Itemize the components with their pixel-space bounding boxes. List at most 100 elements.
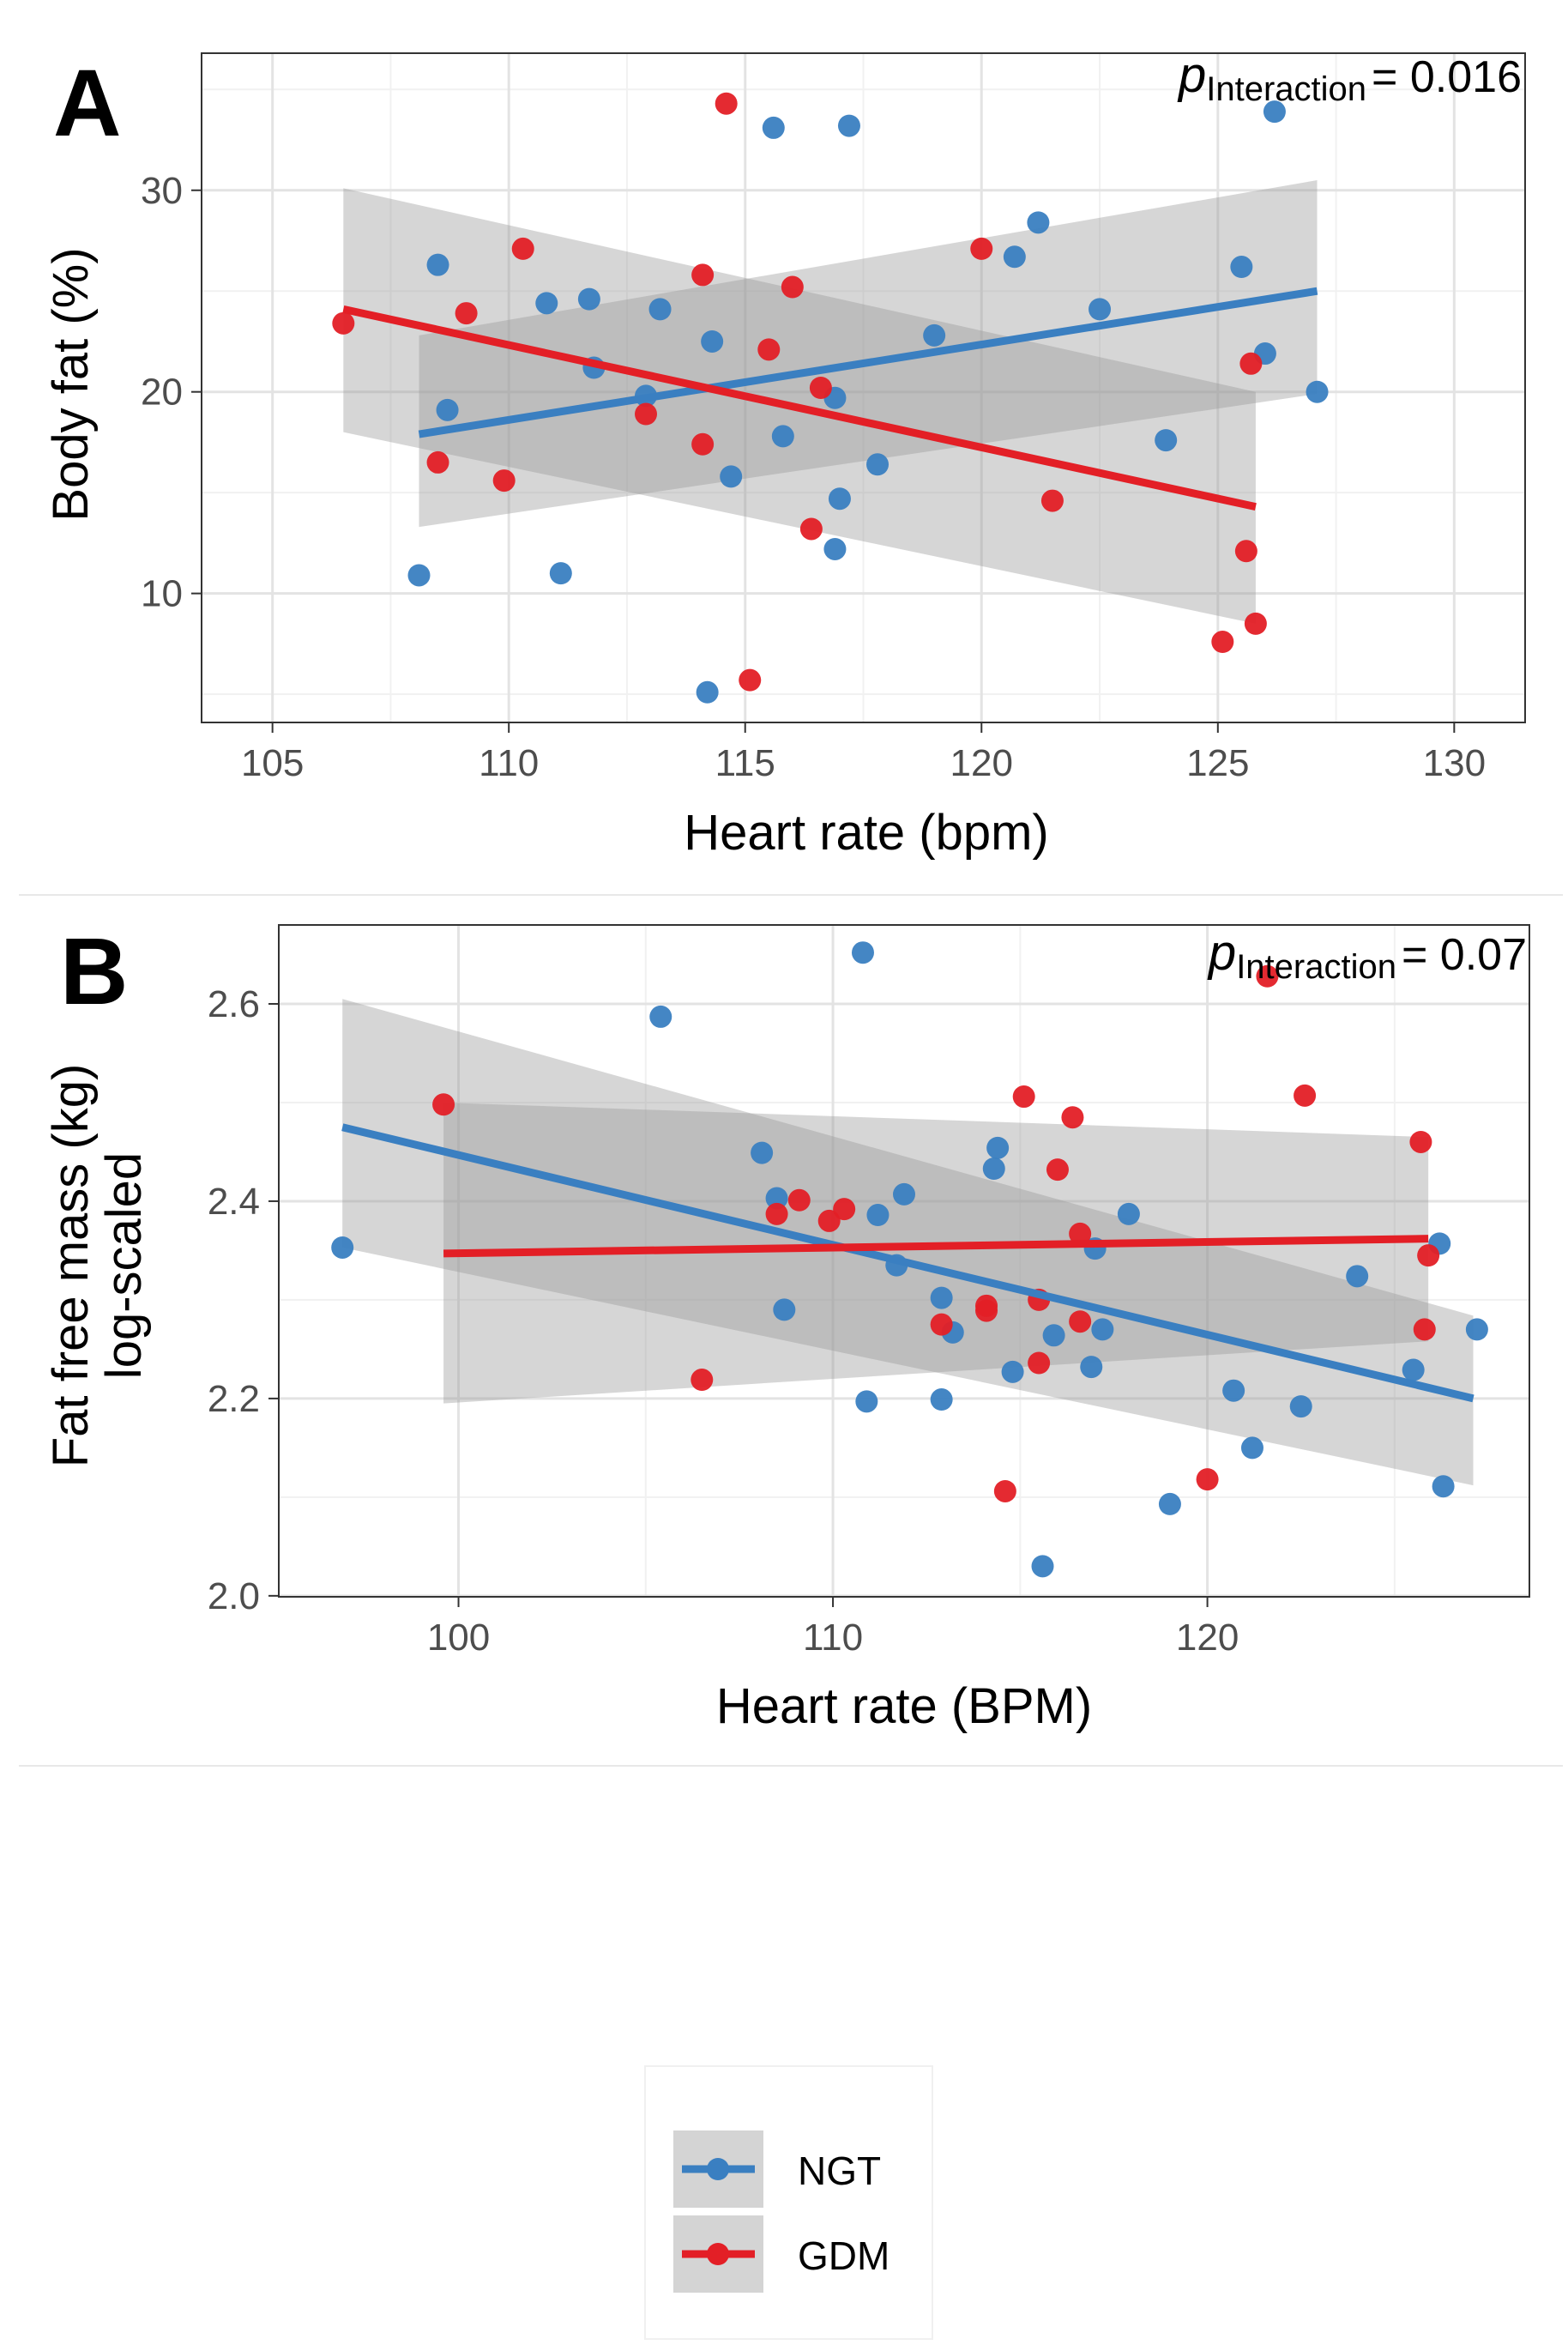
panel-b-point-ngt-6 — [855, 1390, 878, 1413]
panel-a-point-gdm-19 — [1244, 612, 1267, 635]
panel-a-point-gdm-2 — [455, 302, 478, 325]
panel-b-point-gdm-2 — [765, 1202, 788, 1225]
panel-a-p-symbol: p — [1177, 47, 1206, 103]
panel-a-point-ngt-19 — [923, 323, 946, 347]
panel-b-point-gdm-6 — [930, 1313, 953, 1336]
panel-a-y-label: Body fat (%) — [43, 247, 99, 521]
panel-b-point-ngt-11 — [930, 1388, 953, 1411]
panel-b-point-gdm-17 — [1196, 1468, 1219, 1491]
panel-b-point-gdm-22 — [1417, 1244, 1440, 1267]
panel-b-point-ngt-3 — [765, 1187, 788, 1210]
panel-a-point-ngt-20 — [1003, 245, 1026, 269]
panel-a-ci-band-ngt — [419, 180, 1318, 528]
panel-b-ci-band-ngt — [342, 999, 1474, 1486]
panel-b-points — [331, 941, 1488, 1578]
panel-a-point-ngt-2 — [436, 398, 459, 421]
panel-a-y-tick-label-2: 30 — [141, 170, 183, 212]
panel-b-y-label-line-2: log-scaled — [96, 1152, 152, 1379]
panel-b-point-gdm-3 — [787, 1188, 811, 1212]
panel-b-x-label: Heart rate (BPM) — [716, 1678, 1092, 1734]
panel-a-point-gdm-3 — [492, 469, 516, 493]
panel-b-point-ngt-14 — [986, 1136, 1010, 1159]
panel-b-point-ngt-24 — [1240, 1436, 1263, 1460]
panel-b-point-ngt-16 — [1031, 1555, 1054, 1578]
panel-a-x-tick-label-3: 120 — [950, 742, 1013, 784]
panel-a-p-value: = 0.016 — [1372, 52, 1522, 102]
panel-b-point-gdm-5 — [833, 1198, 856, 1221]
panel-b-point-gdm-13 — [1046, 1158, 1069, 1182]
panel-b-point-gdm-20 — [1409, 1130, 1432, 1153]
panel-a-point-gdm-1 — [426, 450, 449, 474]
panel-a-point-ngt-8 — [648, 298, 672, 321]
panel-a-letter: A — [53, 51, 121, 156]
panel-b-point-ngt-5 — [851, 941, 874, 964]
panel-a-point-ngt-9 — [696, 680, 719, 704]
legend-key-point-ngt — [707, 2158, 729, 2180]
panel-b-p-annotation: pInteraction = 0.07 — [1207, 925, 1527, 986]
panel-a-point-ngt-26 — [1263, 100, 1286, 124]
panel-a-point-ngt-17 — [837, 114, 860, 137]
panel-a-point-ngt-0 — [407, 564, 431, 587]
panel-b-point-gdm-16 — [1069, 1310, 1092, 1333]
panel-a-point-ngt-21 — [1027, 211, 1050, 234]
panel-b-y-label-line-1: Fat free mass (kg) — [43, 1064, 99, 1468]
panel-b-grid — [279, 925, 1529, 1598]
panel-b-point-gdm-19 — [1294, 1084, 1317, 1107]
panel-divider-1 — [19, 894, 1563, 896]
panel-a-point-ngt-13 — [771, 425, 794, 448]
panel-b-point-ngt-29 — [1432, 1475, 1455, 1498]
panel-b-fit-lines — [341, 1123, 1475, 1403]
panel-a-point-gdm-10 — [757, 338, 781, 361]
panel-a-point-ngt-12 — [762, 116, 785, 139]
panel-a-point-ngt-22 — [1089, 298, 1112, 321]
panel-a-fit-line-ngt — [418, 287, 1318, 438]
panel-b-letter: B — [60, 919, 128, 1024]
panel-b-fit-line-ngt — [341, 1123, 1475, 1403]
panel-a-point-ngt-11 — [720, 465, 743, 488]
panel-a-point-ngt-4 — [549, 562, 572, 585]
panel-a-point-gdm-5 — [635, 402, 658, 426]
legend-key-point-gdm — [707, 2243, 729, 2265]
panel-a-points — [332, 92, 1329, 704]
panel-a-y-tick-label-1: 20 — [141, 372, 183, 414]
panel-b-point-ngt-21 — [1117, 1202, 1140, 1225]
panel-b-point-ngt-1 — [649, 1005, 672, 1028]
panel-a-point-gdm-9 — [739, 668, 762, 692]
panel-a-grid — [202, 53, 1525, 722]
panel-b-y-tick-label-1: 2.2 — [208, 1378, 260, 1420]
panel-b-point-ngt-25 — [1289, 1395, 1312, 1418]
panel-a-point-ngt-27 — [1306, 380, 1329, 403]
panel-a-point-ngt-5 — [577, 287, 600, 311]
panel-b-point-ngt-23 — [1222, 1379, 1245, 1402]
panel-a-point-gdm-12 — [799, 517, 823, 541]
panel-a-x-tick-label-0: 105 — [241, 742, 304, 784]
panel-a-p-annotation: pInteraction = 0.016 — [1177, 47, 1522, 108]
panel-a-point-gdm-14 — [970, 237, 993, 260]
panel-a-p-subscript: Interaction — [1206, 70, 1366, 108]
panel-a: A 105 110 115 120 125 130 10 20 30 pInteraction =… — [43, 47, 1526, 861]
legend: NGT GDM — [644, 2065, 933, 2340]
panel-divider-2 — [19, 1765, 1563, 1767]
panel-b-y-tick-label-3: 2.6 — [208, 983, 260, 1025]
panel-b-point-gdm-10 — [1012, 1085, 1035, 1109]
panel-b-point-ngt-0 — [331, 1236, 354, 1259]
panel-b-axis-ticks: 100 110 120 2.0 2.2 2.4 2.6 — [208, 983, 1239, 1659]
legend-keys — [673, 2130, 763, 2293]
panel-b-point-ngt-10 — [930, 1286, 953, 1309]
panel-a-point-ngt-24 — [1230, 256, 1253, 279]
panel-b: B 100 110 120 2.0 2.2 2.4 2.6 pInteraction = 0.… — [43, 919, 1530, 1734]
panel-a-x-tick-label-5: 130 — [1423, 742, 1486, 784]
panel-a-point-ngt-18 — [866, 453, 890, 476]
panel-b-point-gdm-1 — [691, 1369, 714, 1392]
panel-a-point-ngt-23 — [1155, 429, 1178, 452]
panel-b-x-tick-label-0: 100 — [427, 1617, 490, 1659]
panel-b-p-symbol: p — [1207, 925, 1236, 981]
panel-b-point-ngt-15 — [1001, 1360, 1024, 1383]
panel-b-point-ngt-4 — [773, 1298, 796, 1321]
panel-a-x-tick-label-4: 125 — [1186, 742, 1249, 784]
panel-b-p-value: = 0.07 — [1402, 930, 1527, 980]
panel-a-point-gdm-18 — [1239, 352, 1263, 375]
panel-a-point-gdm-17 — [1234, 540, 1257, 563]
panel-a-point-gdm-0 — [332, 311, 355, 335]
panel-a-point-ngt-10 — [701, 329, 724, 353]
